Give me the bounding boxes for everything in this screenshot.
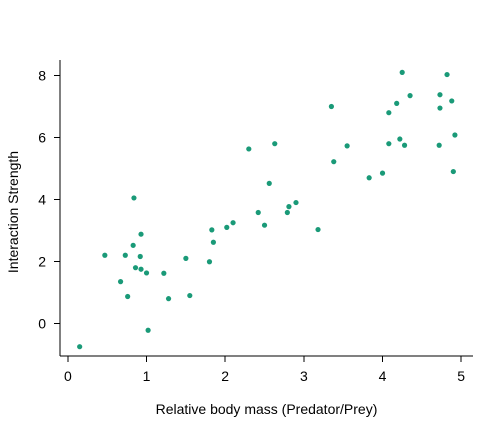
y-axis-title: Interaction Strength [5,151,21,273]
data-point [130,242,136,248]
data-point [366,175,372,181]
data-point [444,71,450,78]
data-point [143,270,150,276]
data-point [407,93,413,99]
data-point [255,209,261,216]
data-point [437,92,443,98]
data-point [450,168,456,175]
data-point [315,226,321,233]
data-point [77,344,83,350]
data-point [145,327,151,333]
data-point [137,253,143,260]
y-tick-label: 6 [38,129,46,145]
data-point [183,255,189,261]
x-tick-label: 4 [379,368,387,384]
y-tick-label: 8 [38,67,46,83]
data-point [449,98,455,104]
data-point [293,199,299,206]
x-tick-label: 5 [457,368,465,384]
data-point [132,265,139,271]
data-point [386,141,392,147]
data-point [131,195,137,201]
data-point [401,142,408,148]
x-tick-label: 1 [143,368,151,384]
data-point [437,105,443,111]
data-point [122,252,128,258]
data-point [452,132,458,138]
data-point [272,141,278,147]
data-point [284,209,290,216]
data-point [286,204,292,210]
y-axis-ticks: 0 2 4 6 8 [38,67,60,331]
y-tick-label: 2 [38,253,46,269]
data-point [209,227,215,233]
data-point [210,239,216,245]
x-tick-label: 2 [221,368,229,384]
data-points [77,69,458,350]
data-point [394,100,400,106]
x-axis-ticks: 0 1 2 3 4 5 [64,356,465,384]
data-point [161,270,167,276]
data-point [344,143,350,149]
data-point [436,142,442,148]
data-point [138,266,144,272]
data-point [224,224,230,230]
data-point [397,136,403,142]
data-point [379,170,386,176]
data-point [230,220,236,226]
data-point [206,259,213,265]
data-point [138,231,144,237]
data-point [187,292,193,299]
data-point [261,222,268,228]
x-tick-label: 0 [64,368,72,384]
x-axis-title: Relative body mass (Predator/Prey) [156,401,378,417]
data-point [328,103,334,110]
data-point [165,296,172,302]
x-tick-label: 3 [300,368,308,384]
y-tick-label: 4 [38,191,46,207]
data-point [386,110,392,116]
y-tick-label: 0 [38,315,46,331]
data-point [125,293,131,300]
data-point [246,146,252,152]
data-point [399,69,405,75]
axes: 0 1 2 3 4 5 0 2 4 6 8 [38,60,473,384]
data-point [117,279,124,285]
data-point [102,252,108,258]
data-point [266,180,272,186]
data-point [331,159,337,165]
